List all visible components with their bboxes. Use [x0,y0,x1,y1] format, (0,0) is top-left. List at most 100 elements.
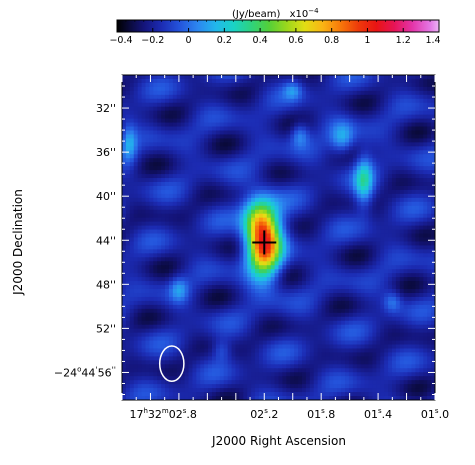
map-pixel [168,150,174,155]
map-pixel [345,78,350,84]
map-pixel [274,300,280,306]
map-pixel [149,292,154,298]
map-pixel [391,269,397,274]
map-pixel [192,237,197,243]
map-pixel [255,114,260,120]
map-pixel [403,213,409,219]
map-pixel [168,201,174,207]
map-pixel [196,304,201,310]
map-pixel [192,316,197,322]
map-pixel [376,170,381,175]
map-pixel [231,110,237,116]
map-pixel [266,86,272,92]
map-pixel [294,285,299,290]
map-pixel [282,110,287,116]
map-pixel [368,114,373,120]
map-pixel [364,86,370,92]
map-pixel [427,102,432,108]
map-pixel [431,114,435,120]
map-pixel [200,122,205,128]
map-pixel [313,296,319,302]
map-pixel [407,237,413,243]
map-pixel [325,114,330,120]
map-pixel [368,245,373,250]
map-pixel [341,162,346,167]
map-pixel [231,114,237,120]
map-pixel [403,253,409,258]
map-pixel [411,277,417,282]
map-pixel [356,193,362,199]
map-pixel [419,209,424,215]
map-pixel [204,269,209,274]
map-pixel [294,225,299,231]
map-pixel [305,170,311,175]
map-pixel [298,296,303,302]
map-pixel [376,213,381,219]
map-pixel [352,221,358,227]
map-pixel [282,312,287,318]
map-pixel [215,94,221,100]
map-pixel [137,237,143,243]
map-pixel [325,257,330,262]
map-pixel [384,82,389,88]
map-pixel [149,316,154,322]
map-pixel [345,130,350,136]
map-pixel [196,213,201,219]
map-pixel [141,304,147,310]
map-pixel [282,118,287,124]
map-pixel [219,249,225,254]
map-pixel [278,225,284,231]
map-pixel [239,221,244,227]
map-pixel [149,277,154,282]
map-pixel [219,185,225,191]
map-pixel [274,277,280,282]
map-pixel [215,213,221,219]
map-pixel [188,213,194,219]
map-pixel [223,273,229,278]
map-pixel [431,170,435,175]
map-pixel [286,178,291,183]
map-pixel [356,142,362,147]
map-pixel [161,269,166,274]
map-pixel [137,312,143,318]
map-pixel [341,237,346,243]
map-pixel [313,146,319,151]
map-pixel [188,166,194,171]
map-pixel [427,273,432,278]
map-pixel [231,253,237,258]
map-pixel [348,154,354,159]
map-pixel [231,102,237,108]
map-pixel [278,229,284,235]
map-pixel [282,217,287,223]
map-pixel [168,193,174,199]
map-pixel [341,257,346,262]
map-pixel [341,102,346,108]
map-pixel [399,289,405,294]
map-pixel [411,285,417,290]
map-pixel [368,308,373,314]
map-pixel [165,185,170,191]
map-pixel [348,94,354,100]
map-pixel [176,285,182,290]
map-pixel [122,178,127,183]
map-pixel [145,122,150,128]
map-pixel [211,237,217,243]
map-pixel [341,126,346,132]
map-pixel [333,285,338,290]
map-pixel [192,289,197,294]
map-pixel [399,253,405,258]
map-pixel [231,170,237,175]
map-pixel [184,300,190,306]
map-pixel [219,300,225,306]
map-pixel [380,245,385,250]
map-pixel [153,273,158,278]
map-pixel [376,142,381,147]
map-pixel [161,178,166,183]
map-pixel [243,241,248,247]
map-pixel [403,296,409,302]
map-pixel [215,185,221,191]
map-pixel [231,197,237,203]
map-pixel [211,106,217,112]
map-pixel [172,94,178,100]
map-pixel [243,150,248,155]
